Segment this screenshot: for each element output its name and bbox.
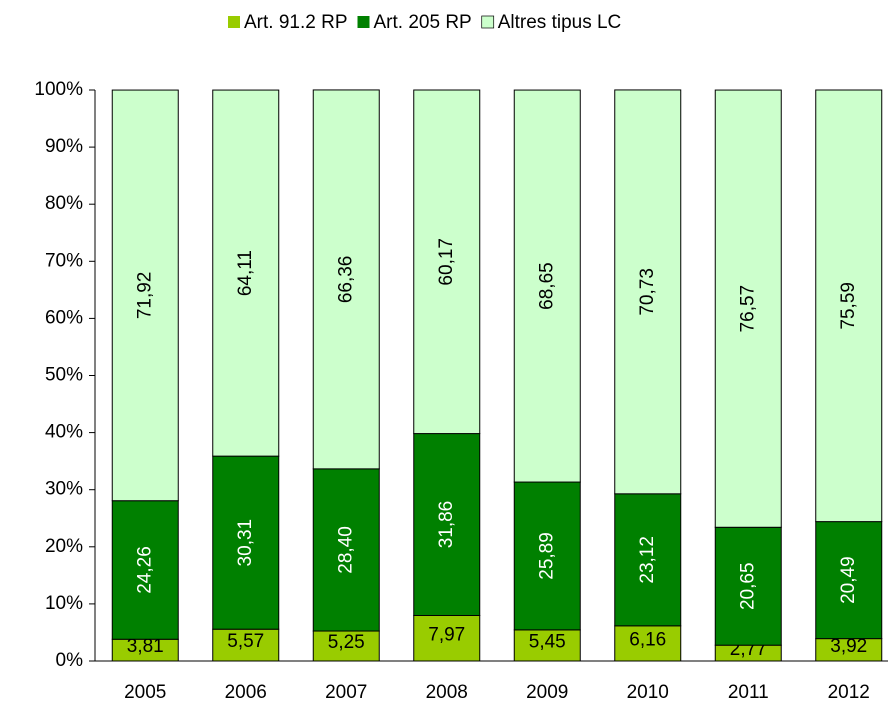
data-label: 23,12	[637, 536, 658, 584]
bar-segment	[815, 89, 883, 523]
y-tick-label: 50%	[45, 365, 83, 386]
bar-segment	[614, 625, 682, 662]
data-label: 28,40	[335, 526, 356, 574]
bar-segment	[413, 433, 481, 616]
legend-swatch	[228, 16, 240, 28]
data-label: 75,59	[838, 282, 859, 330]
data-label: 5,25	[328, 632, 365, 653]
bar-segment	[513, 481, 581, 631]
x-tick-label: 2006	[225, 682, 267, 703]
data-label: 71,92	[134, 272, 155, 320]
legend-label: Art. 205 RP	[374, 12, 472, 33]
data-label: 20,65	[737, 562, 758, 610]
data-label: 30,31	[235, 519, 256, 567]
bar-segment	[111, 89, 179, 502]
bar-segment	[312, 630, 380, 662]
y-tick-label: 40%	[45, 422, 83, 443]
y-tick-label: 100%	[34, 79, 83, 100]
x-tick-label: 2011	[728, 682, 769, 703]
data-label: 60,17	[436, 238, 457, 286]
bar-segment	[614, 493, 682, 627]
legend-swatch	[357, 16, 370, 28]
bar-segment	[312, 468, 380, 632]
data-label: 66,36	[335, 256, 356, 304]
bar-segment	[413, 614, 481, 662]
y-tick-label: 20%	[45, 536, 83, 557]
bar-segment	[714, 526, 782, 646]
data-label: 5,57	[227, 631, 264, 652]
data-label: 7,97	[428, 624, 465, 645]
legend-label: Art. 91.2 RP	[244, 12, 348, 33]
data-label: 3,92	[830, 636, 867, 657]
data-label: 6,16	[629, 629, 666, 650]
y-tick-label: 70%	[45, 250, 83, 271]
legend-label: Altres tipus LC	[498, 12, 622, 33]
x-tick-label: 2010	[627, 682, 669, 703]
data-label: 68,65	[536, 262, 557, 310]
data-label: 76,57	[737, 285, 758, 333]
x-tick-label: 2008	[426, 682, 468, 703]
bar-segment	[714, 89, 782, 528]
y-tick-label: 30%	[45, 479, 83, 500]
x-tick-label: 2007	[325, 682, 367, 703]
bar-segment	[111, 500, 179, 640]
bar-segment	[513, 89, 581, 483]
x-tick-label: 2009	[526, 682, 568, 703]
data-label: 64,11	[235, 250, 256, 296]
data-label: 25,89	[536, 532, 557, 580]
bar-segment	[413, 89, 481, 435]
bar-segment	[815, 521, 883, 640]
y-tick-label: 90%	[45, 136, 83, 157]
bar-segment	[212, 628, 280, 662]
y-tick-label: 0%	[56, 650, 84, 671]
bar-segment	[614, 89, 682, 495]
bar-segment	[312, 89, 380, 470]
x-tick-label: 2005	[124, 682, 166, 703]
data-label: 31,86	[436, 501, 457, 549]
data-label: 70,73	[637, 268, 658, 316]
y-tick-label: 80%	[45, 193, 83, 214]
data-label: 20,49	[838, 556, 859, 604]
data-label: 3,81	[127, 636, 164, 657]
data-label: 24,26	[134, 546, 155, 594]
legend-swatch	[481, 15, 495, 29]
data-label: 5,45	[529, 631, 566, 652]
y-tick-label: 60%	[45, 307, 83, 328]
y-tick-label: 10%	[45, 593, 83, 614]
bar-segment	[212, 89, 280, 457]
x-tick-label: 2012	[828, 682, 870, 703]
